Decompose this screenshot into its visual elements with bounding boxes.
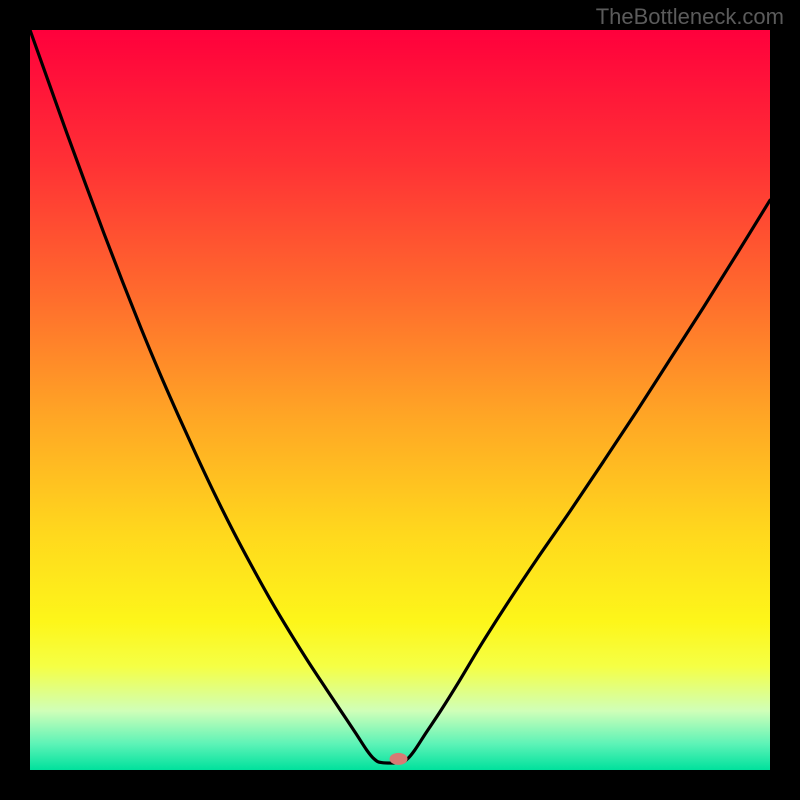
plot-background: [30, 30, 770, 770]
bottleneck-chart: [0, 0, 800, 800]
watermark-text: TheBottleneck.com: [596, 4, 784, 30]
chart-container: TheBottleneck.com: [0, 0, 800, 800]
minimum-marker: [390, 753, 408, 765]
